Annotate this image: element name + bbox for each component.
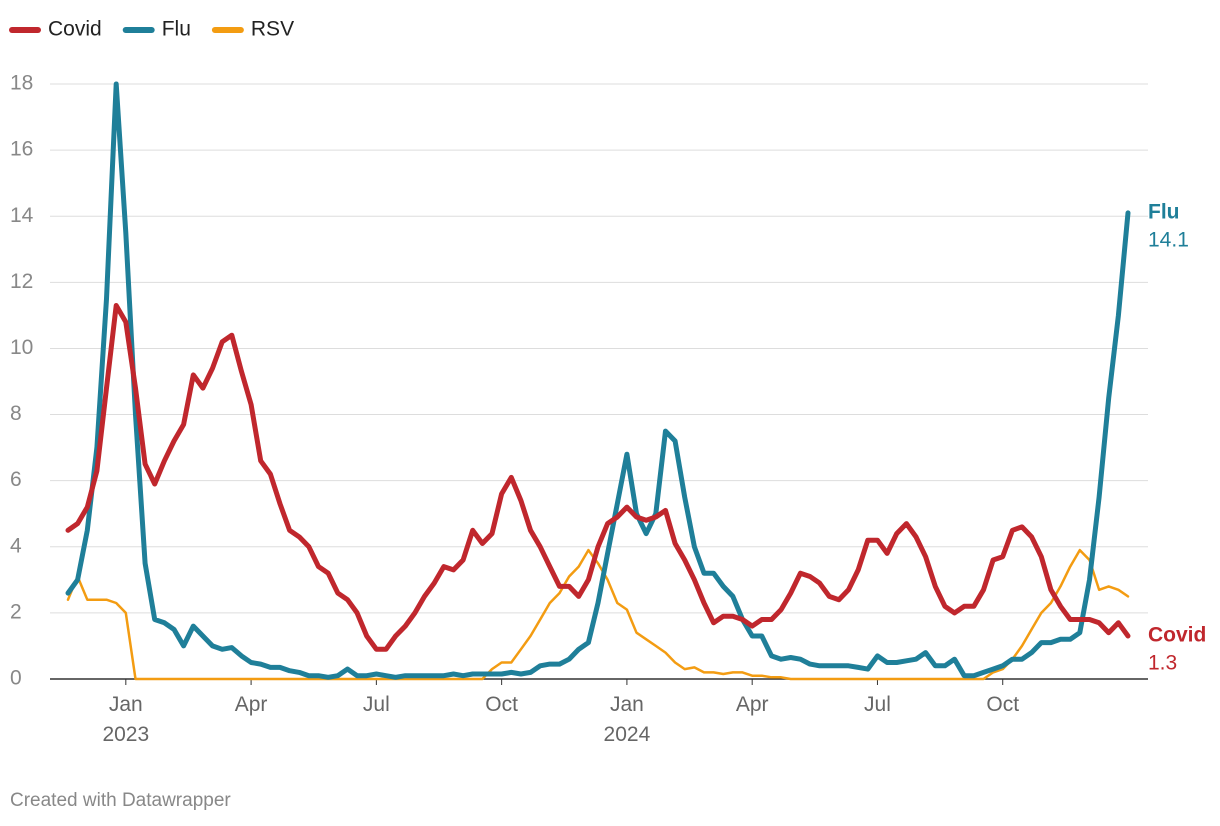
legend-label: Flu <box>162 18 191 41</box>
series-line <box>65 81 1131 680</box>
x-tick-label: Jan 2023 <box>102 693 150 746</box>
legend-label: Covid <box>48 18 102 41</box>
y-tick-label: 14 <box>10 204 34 227</box>
y-tick-label: 2 <box>10 600 22 623</box>
x-tick-label: Apr <box>735 693 769 716</box>
y-tick-label: 12 <box>10 270 33 293</box>
x-tick-label: Jul <box>864 693 891 716</box>
y-tick-label: 6 <box>10 468 22 491</box>
y-tick-label: 18 <box>10 72 33 95</box>
y-tick-label: 16 <box>10 138 33 161</box>
series-line <box>65 303 1131 652</box>
x-tick-label: Apr <box>234 693 268 716</box>
end-label-name: Covid <box>1148 624 1206 647</box>
x-tick-label: Jul <box>362 693 390 716</box>
x-tick-label: Jan 2024 <box>603 693 651 746</box>
x-tick-label: Oct <box>485 693 518 716</box>
credit: Created with Datawrapper <box>10 790 231 811</box>
end-label-value: 14.1 <box>1148 228 1189 251</box>
y-tick-label: 8 <box>10 402 22 425</box>
end-label-value: 1.3 <box>1148 652 1177 675</box>
y-tick-label: 0 <box>10 667 22 690</box>
x-tick-label: Oct <box>986 693 1020 716</box>
series-line <box>66 548 1130 681</box>
end-label-name: Flu <box>1148 200 1180 223</box>
y-tick-label: 10 <box>10 336 33 359</box>
y-tick-label: 4 <box>10 534 22 557</box>
legend-label: RSV <box>251 18 294 41</box>
